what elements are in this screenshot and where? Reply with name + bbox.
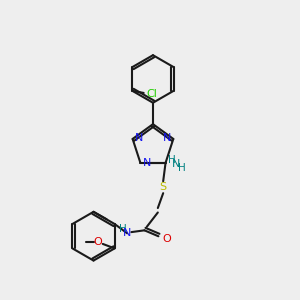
Text: N: N (123, 228, 131, 238)
Text: O: O (163, 234, 171, 244)
Text: Cl: Cl (146, 89, 157, 99)
Text: H: H (168, 155, 176, 165)
Text: O: O (93, 237, 102, 248)
Text: N: N (172, 159, 180, 169)
Text: H: H (178, 163, 186, 173)
Text: N: N (134, 133, 143, 143)
Text: N: N (163, 133, 171, 143)
Text: H: H (119, 224, 127, 233)
Text: S: S (160, 182, 167, 192)
Text: N: N (143, 158, 151, 168)
